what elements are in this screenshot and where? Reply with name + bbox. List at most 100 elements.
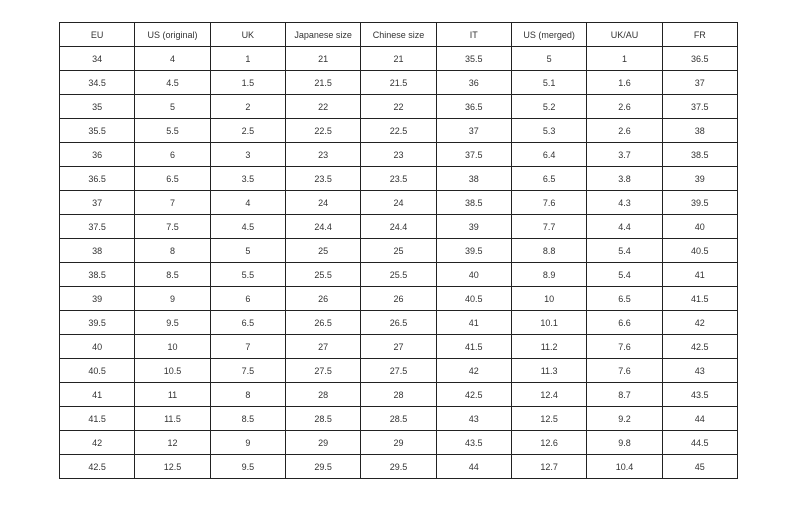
table-cell: 21 <box>360 46 437 71</box>
table-cell: 41.5 <box>661 286 739 311</box>
table-cell: 25.5 <box>284 262 362 287</box>
table-cell: 8 <box>209 382 286 407</box>
table-cell: 34 <box>58 46 136 71</box>
table-cell: 45 <box>661 454 739 479</box>
table-cell: 6.6 <box>586 310 663 335</box>
table-cell: 23 <box>360 142 437 167</box>
table-cell: 39.5 <box>661 190 739 215</box>
table-cell: 37 <box>661 70 739 95</box>
table-cell: 27.5 <box>360 358 437 383</box>
table-cell: 36 <box>58 142 136 167</box>
table-cell: 12.5 <box>510 406 588 431</box>
table-cell: 36 <box>435 70 512 95</box>
table-cell: 11.3 <box>510 358 588 383</box>
column-header: US (original) <box>134 22 211 47</box>
table-cell: 24 <box>284 190 362 215</box>
table-cell: 27.5 <box>284 358 362 383</box>
table-cell: 8.9 <box>510 262 588 287</box>
table-cell: 4.5 <box>209 214 286 239</box>
table-cell: 1 <box>586 46 663 71</box>
table-cell: 39.5 <box>435 238 512 263</box>
table-cell: 5.3 <box>510 118 588 143</box>
column-header: UK/AU <box>586 22 663 47</box>
table-cell: 5.5 <box>134 118 211 143</box>
table-cell: 38 <box>435 166 512 191</box>
table-cell: 3.8 <box>586 166 663 191</box>
column-header: FR <box>661 22 739 47</box>
table-cell: 1.6 <box>586 70 663 95</box>
table-cell: 10.4 <box>586 454 663 479</box>
table-cell: 39 <box>661 166 739 191</box>
table-row: 36.5 6.5 3.5 23.5 23.5 38 6.5 3.8 39 <box>58 166 739 191</box>
table-cell: 1 <box>209 46 286 71</box>
table-cell: 37 <box>435 118 512 143</box>
table-cell: 2.5 <box>209 118 286 143</box>
table-cell: 8.7 <box>586 382 663 407</box>
table-cell: 7.6 <box>510 190 588 215</box>
table-cell: 43.5 <box>435 430 512 455</box>
table-cell: 2.6 <box>586 118 663 143</box>
table-row: 34 4 1 21 21 35.5 5 1 36.5 <box>58 46 739 71</box>
table-row: 42.5 12.5 9.5 29.5 29.5 44 12.7 10.4 45 <box>58 454 739 479</box>
table-cell: 42.5 <box>58 454 136 479</box>
table-cell: 22.5 <box>360 118 437 143</box>
table-body: 34 4 1 21 21 35.5 5 1 36.5 34.5 4.5 1.5 21.5 21.5 36 5.… <box>58 46 739 479</box>
table-cell: 22 <box>360 94 437 119</box>
table-cell: 5 <box>510 46 588 71</box>
table-cell: 26 <box>284 286 362 311</box>
table-cell: 41 <box>435 310 512 335</box>
table-cell: 29.5 <box>360 454 437 479</box>
table-cell: 29 <box>360 430 437 455</box>
table-cell: 5.4 <box>586 262 663 287</box>
table-cell: 4 <box>134 46 211 71</box>
table-cell: 38 <box>661 118 739 143</box>
table-cell: 26.5 <box>284 310 362 335</box>
table-cell: 36.5 <box>435 94 512 119</box>
table-cell: 22 <box>284 94 362 119</box>
table-cell: 7.6 <box>586 334 663 359</box>
table-cell: 37 <box>58 190 136 215</box>
table-cell: 22.5 <box>284 118 362 143</box>
table-cell: 3 <box>209 142 286 167</box>
table-cell: 7.5 <box>209 358 286 383</box>
table-cell: 2.6 <box>586 94 663 119</box>
table-cell: 41 <box>58 382 136 407</box>
table-cell: 34.5 <box>58 70 136 95</box>
table-cell: 26 <box>360 286 437 311</box>
table-cell: 40 <box>435 262 512 287</box>
table-cell: 6.4 <box>510 142 588 167</box>
table-cell: 44 <box>435 454 512 479</box>
table-row: 38 8 5 25 25 39.5 8.8 5.4 40.5 <box>58 238 739 263</box>
table-cell: 44.5 <box>661 430 739 455</box>
table-cell: 40 <box>58 334 136 359</box>
table-cell: 36.5 <box>661 46 739 71</box>
table-row: 41.5 11.5 8.5 28.5 28.5 43 12.5 9.2 44 <box>58 406 739 431</box>
table-cell: 10 <box>510 286 588 311</box>
table-cell: 11.5 <box>134 406 211 431</box>
table-cell: 6.5 <box>510 166 588 191</box>
table-row: 41 11 8 28 28 42.5 12.4 8.7 43.5 <box>58 382 739 407</box>
table-cell: 24.4 <box>284 214 362 239</box>
table-cell: 28.5 <box>360 406 437 431</box>
table-cell: 43 <box>661 358 739 383</box>
table-cell: 28 <box>284 382 362 407</box>
table-cell: 9.2 <box>586 406 663 431</box>
table-cell: 29.5 <box>284 454 362 479</box>
table-cell: 10.5 <box>134 358 211 383</box>
table-cell: 5 <box>209 238 286 263</box>
table-cell: 43.5 <box>661 382 739 407</box>
table-cell: 6 <box>134 142 211 167</box>
column-header: UK <box>209 22 286 47</box>
table-cell: 23.5 <box>360 166 437 191</box>
table-cell: 37.5 <box>58 214 136 239</box>
table-cell: 27 <box>360 334 437 359</box>
table-cell: 9.8 <box>586 430 663 455</box>
table-row: 35 5 2 22 22 36.5 5.2 2.6 37.5 <box>58 94 739 119</box>
table-cell: 5.1 <box>510 70 588 95</box>
table-cell: 42 <box>661 310 739 335</box>
table-cell: 10 <box>134 334 211 359</box>
table-cell: 27 <box>284 334 362 359</box>
table-cell: 42 <box>435 358 512 383</box>
table-row: 36 6 3 23 23 37.5 6.4 3.7 38.5 <box>58 142 739 167</box>
table-cell: 36.5 <box>58 166 136 191</box>
